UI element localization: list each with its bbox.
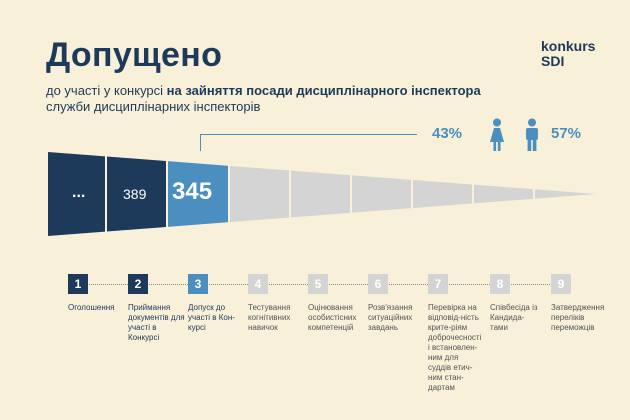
- stage-label-9: Затвердження переліків переможців: [551, 303, 605, 332]
- stage-number-4: 4: [248, 274, 268, 294]
- subtitle-text-1: до участі у конкурсі: [46, 83, 167, 98]
- subtitle-bold: на зайняття посади дисциплінарного інспе…: [166, 83, 481, 98]
- funnel-segment-9: [535, 152, 596, 236]
- female-percent: 43%: [432, 125, 463, 142]
- funnel-segment-7: [413, 152, 472, 236]
- stage-label-2: Приймання документів для участі в Конкур…: [128, 303, 185, 342]
- funnel-value-1: ...: [72, 184, 86, 201]
- stage-label-7: Перевірка на відповід-ність крите-ріям д…: [428, 303, 482, 392]
- gender-bracket-line: [200, 134, 417, 151]
- stage-label-6: Розв'язання ситуаційних завдань: [368, 303, 413, 332]
- stage-number-1: 1: [68, 274, 88, 294]
- man-icon: [526, 118, 538, 151]
- funnel-segment-6: [352, 152, 411, 236]
- male-percent: 57%: [551, 125, 582, 142]
- stage-label-3: Допуск до участі в Кон-курсі: [188, 303, 235, 332]
- funnel-segment-1: [48, 152, 105, 236]
- stage-label-8: Співбесіда із Кандида-тами: [490, 303, 538, 332]
- brand-line-1: konkurs: [541, 38, 596, 54]
- stage-number-7: 7: [428, 274, 448, 294]
- stage-number-2: 2: [128, 274, 148, 294]
- subtitle-text-2: служби дисциплінарних інспекторів: [46, 99, 261, 114]
- funnel-value-2: 389: [123, 186, 147, 202]
- stage-number-3: 3: [188, 274, 208, 294]
- woman-icon: [490, 118, 504, 151]
- funnel-segment-2: [107, 152, 166, 236]
- brand-logo: konkurs SDI: [541, 39, 595, 69]
- funnel-segment-4: [230, 152, 289, 236]
- stage-label-4: Тестування когнітивних навичок: [248, 303, 291, 332]
- stage-label-5: Оцінювання особистісних компетенцій: [308, 303, 357, 332]
- page-title: Допущено: [46, 36, 223, 74]
- funnel-value-3: 345: [172, 178, 213, 205]
- page-subtitle: до участі у конкурсі на зайняття посади …: [46, 83, 486, 115]
- stage-number-8: 8: [490, 274, 510, 294]
- funnel-segment-5: [291, 152, 350, 236]
- brand-line-2: SDI: [541, 53, 565, 69]
- funnel-segment-3: [168, 152, 228, 236]
- stage-number-5: 5: [308, 274, 328, 294]
- funnel-segment-8: [474, 152, 533, 236]
- stage-label-1: Оголошення: [68, 303, 115, 312]
- stage-number-6: 6: [368, 274, 388, 294]
- stage-number-9: 9: [551, 274, 571, 294]
